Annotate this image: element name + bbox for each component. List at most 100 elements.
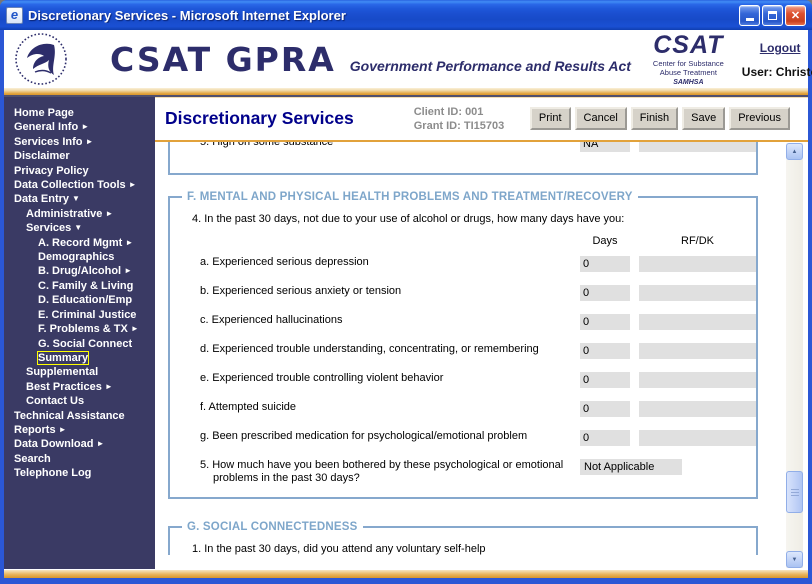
sidebar-item-data-collection-tools[interactable]: Data Collection Tools ► bbox=[14, 179, 137, 192]
sidebar-item-services[interactable]: Services ▼ bbox=[26, 222, 83, 235]
sidebar-item-problems-tx[interactable]: F. Problems & TX ► bbox=[38, 323, 139, 336]
page-header: Discretionary Services Client ID: 001 Gr… bbox=[155, 97, 808, 142]
sidebar-item-best-practices[interactable]: Best Practices ► bbox=[26, 380, 113, 393]
question-row-c: c. Experienced hallucinations 0 bbox=[178, 314, 756, 330]
question-5-text: 5. How much have you been bothered by th… bbox=[200, 459, 564, 484]
close-button[interactable]: ✕ bbox=[785, 4, 806, 26]
submenu-arrow-icon: ► bbox=[96, 439, 105, 449]
titlebar[interactable]: e Discretionary Services - Microsoft Int… bbox=[0, 0, 812, 30]
sidebar-item-services-info[interactable]: Services Info ► bbox=[14, 135, 94, 148]
submenu-arrow-icon: ► bbox=[130, 324, 139, 334]
client-grant-ids: Client ID: 001 Grant ID: TI15703 bbox=[414, 105, 530, 133]
submenu-arrow-icon: ► bbox=[81, 122, 90, 132]
minimize-button[interactable] bbox=[739, 4, 760, 26]
csat-logo-text: CSAT bbox=[653, 30, 724, 59]
sidebar-item-administrative[interactable]: Administrative ► bbox=[26, 207, 114, 220]
submenu-arrow-icon: ► bbox=[104, 381, 113, 391]
rfdk-input[interactable] bbox=[639, 314, 756, 330]
samhsa-text: SAMHSA bbox=[673, 78, 704, 86]
scroll-up-button[interactable]: ▲ bbox=[786, 143, 803, 160]
sidebar-item-record-mgmt[interactable]: A. Record Mgmt ► bbox=[38, 236, 134, 249]
sidebar-item-supplemental[interactable]: Supplemental bbox=[26, 366, 99, 379]
days-input[interactable]: 0 bbox=[580, 401, 630, 417]
finish-button[interactable]: Finish bbox=[630, 107, 679, 130]
question-label: d. Experienced trouble understanding, co… bbox=[200, 343, 539, 355]
brand-title: CSAT GPRA bbox=[110, 39, 336, 79]
sidebar-item-contact-us[interactable]: Contact Us bbox=[26, 395, 85, 408]
sidebar-nav: Home Page General Info ► Services Info ► D… bbox=[4, 97, 155, 569]
days-input[interactable]: 0 bbox=[580, 285, 630, 301]
sidebar-item-demographics[interactable]: Demographics bbox=[38, 251, 115, 264]
hhs-logo-icon bbox=[15, 33, 67, 85]
sidebar-item-general-info[interactable]: General Info ► bbox=[14, 121, 90, 134]
scroll-down-button[interactable]: ▼ bbox=[786, 551, 803, 568]
scrollbar-thumb[interactable] bbox=[786, 471, 803, 513]
section-f-legend: F. MENTAL AND PHYSICAL HEALTH PROBLEMS A… bbox=[187, 191, 633, 203]
maximize-button[interactable] bbox=[762, 4, 783, 26]
rfdk-input[interactable] bbox=[639, 343, 756, 359]
cancel-button[interactable]: Cancel bbox=[574, 107, 627, 130]
sidebar-item-privacy-policy[interactable]: Privacy Policy bbox=[14, 164, 89, 177]
days-input[interactable]: 0 bbox=[580, 314, 630, 330]
rfdk-input[interactable] bbox=[639, 430, 756, 446]
page-title: Discretionary Services bbox=[165, 108, 354, 128]
section-e-partial-fieldset: 5. High on some substance NA bbox=[168, 142, 758, 175]
question-label: a. Experienced serious depression bbox=[200, 256, 369, 268]
question-1-text: 1. In the past 30 days, did you attend a… bbox=[192, 543, 486, 555]
sidebar-item-telephone-log[interactable]: Telephone Log bbox=[14, 467, 92, 480]
days-column-header: Days bbox=[592, 235, 618, 247]
question-row-d: d. Experienced trouble understanding, co… bbox=[178, 343, 756, 359]
question-row-5: 5. How much have you been bothered by th… bbox=[178, 459, 756, 485]
sidebar-item-disclaimer[interactable]: Disclaimer bbox=[14, 150, 70, 163]
sidebar-item-data-entry[interactable]: Data Entry ▼ bbox=[14, 193, 80, 206]
question-row-e: e. Experienced trouble controlling viole… bbox=[178, 372, 756, 388]
sidebar-item-education-emp[interactable]: D. Education/Emp bbox=[38, 294, 133, 307]
question-5-value[interactable]: Not Applicable bbox=[580, 459, 682, 475]
sidebar-item-social-connect[interactable]: G. Social Connect bbox=[38, 337, 133, 350]
sidebar-item-data-download[interactable]: Data Download ► bbox=[14, 438, 105, 451]
save-button[interactable]: Save bbox=[682, 107, 726, 130]
question-label: f. Attempted suicide bbox=[200, 401, 296, 413]
sidebar-item-reports[interactable]: Reports ► bbox=[14, 423, 67, 436]
rfdk-input[interactable] bbox=[639, 372, 756, 388]
rfdk-input[interactable] bbox=[639, 142, 756, 152]
days-input[interactable]: 0 bbox=[580, 343, 630, 359]
sidebar-item-criminal-justice[interactable]: E. Criminal Justice bbox=[38, 308, 137, 321]
rfdk-input[interactable] bbox=[639, 256, 756, 272]
window-title: Discretionary Services - Microsoft Inter… bbox=[28, 7, 346, 23]
previous-button[interactable]: Previous bbox=[729, 107, 790, 130]
chevron-up-icon: ▲ bbox=[791, 148, 798, 155]
sidebar-item-summary[interactable]: Summary bbox=[36, 350, 90, 365]
section-f-fieldset: F. MENTAL AND PHYSICAL HEALTH PROBLEMS A… bbox=[168, 191, 758, 499]
days-input[interactable]: NA bbox=[580, 142, 630, 152]
sidebar-item-home-page[interactable]: Home Page bbox=[14, 107, 74, 119]
rfdk-input[interactable] bbox=[639, 401, 756, 417]
rfdk-column-header: RF/DK bbox=[681, 235, 714, 247]
app-header: CSAT GPRA Government Performance and Res… bbox=[4, 30, 812, 88]
logout-link[interactable]: Logout bbox=[759, 41, 801, 55]
rfdk-input[interactable] bbox=[639, 285, 756, 301]
internet-explorer-icon: e bbox=[6, 6, 23, 24]
maximize-icon bbox=[768, 10, 777, 20]
vertical-scrollbar[interactable]: ▲ ▼ bbox=[786, 143, 803, 568]
question-row-g: g. Been prescribed medication for psycho… bbox=[178, 430, 756, 446]
sidebar-item-family-living[interactable]: C. Family & Living bbox=[38, 279, 134, 292]
section-g-legend: G. SOCIAL CONNECTEDNESS bbox=[187, 521, 358, 533]
days-input[interactable]: 0 bbox=[580, 430, 630, 446]
days-input[interactable]: 0 bbox=[580, 372, 630, 388]
question-4-text: 4. In the past 30 days, not due to your … bbox=[192, 213, 625, 225]
sidebar-item-search[interactable]: Search bbox=[14, 452, 51, 465]
question-label: b. Experienced serious anxiety or tensio… bbox=[200, 285, 402, 297]
print-button[interactable]: Print bbox=[529, 107, 571, 130]
sidebar-item-drug-alcohol[interactable]: B. Drug/Alcohol ► bbox=[38, 265, 133, 278]
submenu-arrow-icon: ► bbox=[124, 266, 133, 276]
section-g-fieldset: G. SOCIAL CONNECTEDNESS 1. In the past 3… bbox=[168, 521, 758, 555]
form-scroll-area: 5. High on some substance NA F. MENTAL A… bbox=[155, 142, 808, 569]
days-input[interactable]: 0 bbox=[580, 256, 630, 272]
minimize-icon bbox=[745, 18, 754, 21]
question-row-b: b. Experienced serious anxiety or tensio… bbox=[178, 285, 756, 301]
sidebar-item-technical-assistance[interactable]: Technical Assistance bbox=[14, 409, 125, 422]
client-id: Client ID: 001 bbox=[413, 105, 484, 118]
submenu-arrow-icon: ► bbox=[128, 180, 137, 190]
